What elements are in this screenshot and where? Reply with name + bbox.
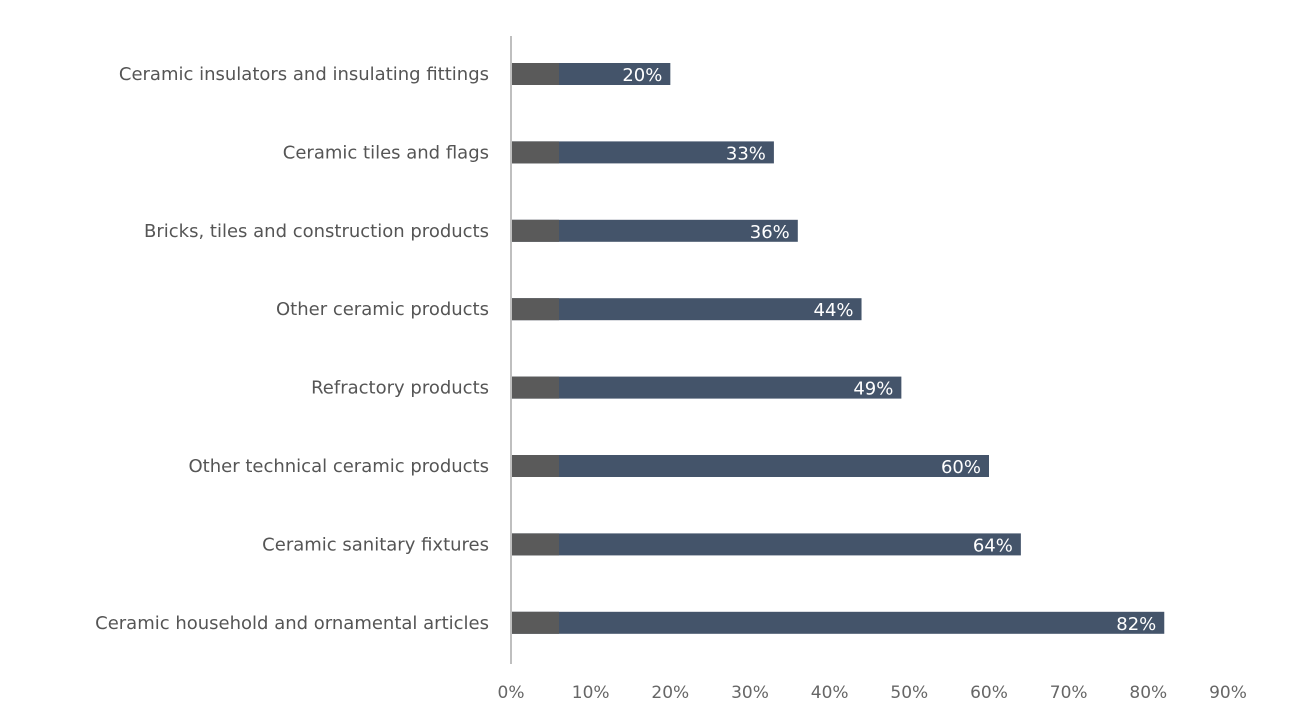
x-tick-label-5: 50% [890,683,928,703]
x-tick-label-3: 30% [731,683,769,703]
x-tick-label-6: 60% [970,683,1008,703]
bars-layer [511,63,1165,634]
data-label-1: 33% [726,143,766,164]
bar-2 [511,219,798,242]
data-label-6: 64% [973,535,1013,556]
bar-1 [511,141,774,164]
bar-inner-6 [511,533,559,556]
category-label-1: Ceramic tiles and flags [283,142,489,163]
x-tick-label-1: 10% [572,683,610,703]
category-label-3: Other ceramic products [276,299,489,320]
data-label-3: 44% [814,300,854,321]
data-labels: 20% 33% 36% 44% 49% 60% 64% 82% [622,65,1156,635]
x-tick-label-4: 40% [811,683,849,703]
data-label-5: 60% [941,457,981,478]
category-label-2: Bricks, tiles and construction products [144,221,489,242]
data-label-2: 36% [750,222,790,243]
x-tick-label-0: 0% [498,683,525,703]
bar-3 [511,298,862,321]
bar-inner-5 [511,455,559,477]
bar-inner-1 [511,141,559,164]
data-label-7: 82% [1116,614,1156,635]
x-tick-labels: 0% 10% 20% 30% 40% 50% 60% 70% 80% 90% [498,683,1247,703]
category-label-7: Ceramic household and ornamental article… [95,613,489,634]
bar-inner-7 [511,611,559,634]
bar-7 [511,611,1165,634]
bar-inner-2 [511,219,559,242]
category-label-6: Ceramic sanitary fixtures [262,534,489,555]
x-tick-label-8: 80% [1129,683,1167,703]
x-tick-label-2: 20% [651,683,689,703]
bar-inner-4 [511,376,559,399]
bar-6 [511,533,1021,556]
category-label-0: Ceramic insulators and insulating fittin… [119,64,489,85]
bar-5 [511,455,989,477]
category-label-4: Refractory products [311,378,489,399]
category-label-5: Other technical ceramic products [189,456,490,477]
data-label-4: 49% [853,379,893,400]
bar-4 [511,376,902,399]
data-label-0: 20% [622,65,662,86]
category-labels: Ceramic insulators and insulating fittin… [95,64,489,634]
bar-inner-0 [511,63,559,85]
bar-inner-3 [511,298,559,321]
x-tick-label-9: 90% [1209,683,1247,703]
x-tick-label-7: 70% [1050,683,1088,703]
